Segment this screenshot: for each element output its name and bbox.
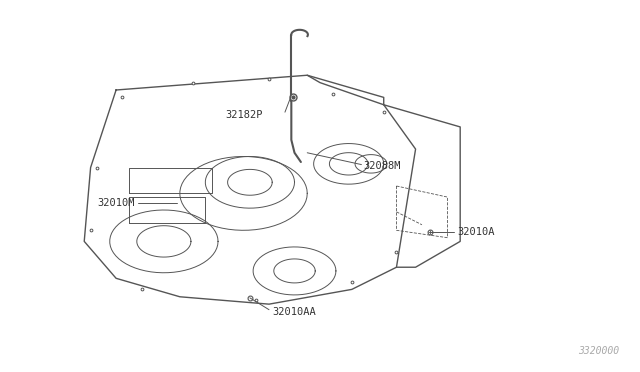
Text: 3320000: 3320000	[579, 346, 620, 356]
Text: 32182P: 32182P	[225, 110, 262, 120]
Text: 32010M: 32010M	[98, 198, 135, 208]
Text: 32010A: 32010A	[457, 227, 495, 237]
Text: 32010AA: 32010AA	[272, 307, 316, 317]
Text: 32088M: 32088M	[364, 161, 401, 171]
